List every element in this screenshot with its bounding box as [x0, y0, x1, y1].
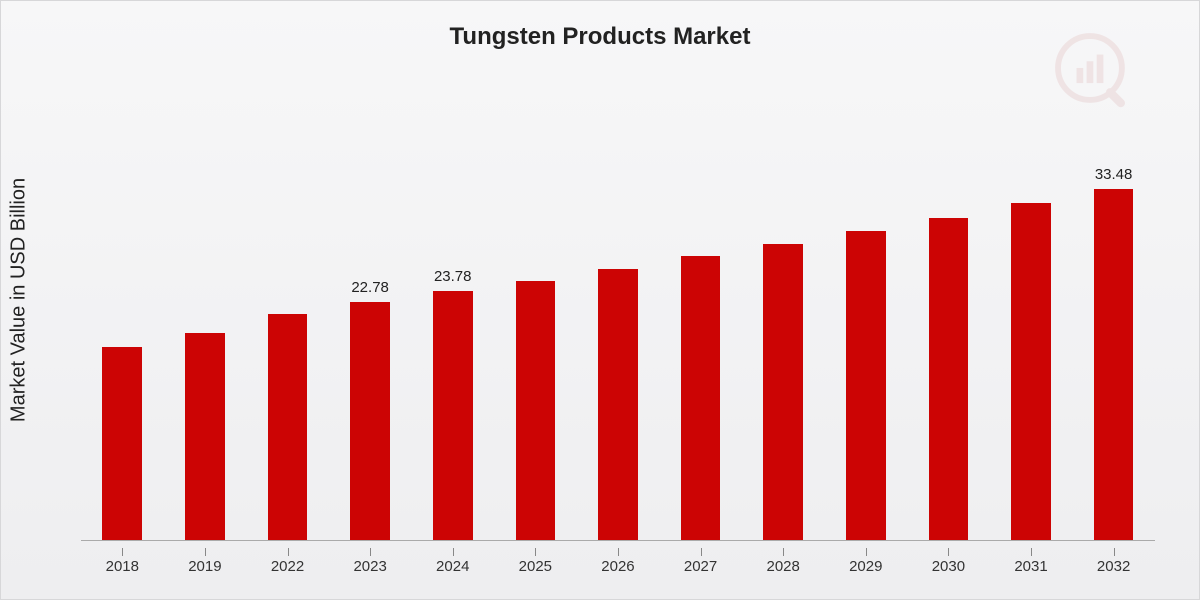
x-tick	[288, 548, 289, 556]
bar-slot	[742, 121, 825, 541]
x-tick-label: 2019	[164, 558, 247, 575]
bar	[763, 244, 803, 541]
x-tick	[122, 548, 123, 556]
watermark-logo-icon	[1053, 31, 1137, 115]
x-tick	[866, 548, 867, 556]
bar-slot	[246, 121, 329, 541]
bar	[433, 291, 473, 541]
x-tick-label: 2024	[411, 558, 494, 575]
x-tick	[453, 548, 454, 556]
x-tick	[1031, 548, 1032, 556]
x-axis-baseline	[81, 540, 1155, 541]
bar-slot: 22.78	[329, 121, 412, 541]
x-tick-label: 2025	[494, 558, 577, 575]
x-tick-label: 2028	[742, 558, 825, 575]
bar-slot	[81, 121, 164, 541]
bar-value-label: 22.78	[351, 279, 389, 296]
bar-slot	[907, 121, 990, 541]
bar-slot: 23.78	[411, 121, 494, 541]
bar	[268, 314, 308, 541]
bar	[598, 269, 638, 541]
bars-group: 22.78 23.78 33.48	[81, 121, 1155, 541]
x-tick	[370, 548, 371, 556]
x-tick-label: 2026	[577, 558, 660, 575]
x-tick-label: 2018	[81, 558, 164, 575]
x-tick	[205, 548, 206, 556]
bar	[1011, 203, 1051, 541]
y-axis-label: Market Value in USD Billion	[8, 178, 31, 422]
x-tick-label: 2023	[329, 558, 412, 575]
x-tick-label: 2027	[659, 558, 742, 575]
x-tick-label: 2031	[990, 558, 1073, 575]
bar-slot	[577, 121, 660, 541]
bar-value-label: 33.48	[1095, 166, 1133, 183]
x-tick-label: 2030	[907, 558, 990, 575]
x-axis-labels: 2018201920222023202420252026202720282029…	[81, 558, 1155, 575]
bar	[681, 256, 721, 541]
bar-value-label: 23.78	[434, 268, 472, 285]
x-tick-label: 2022	[246, 558, 329, 575]
bar	[516, 281, 556, 541]
bar	[350, 302, 390, 541]
plot-area: 22.78 23.78 33.48	[81, 121, 1155, 541]
bar-slot	[494, 121, 577, 541]
bar-slot: 33.48	[1072, 121, 1155, 541]
bar	[185, 333, 225, 541]
bar	[1094, 189, 1134, 541]
x-tick	[783, 548, 784, 556]
bar	[929, 218, 969, 541]
x-tick	[1114, 548, 1115, 556]
x-tick	[701, 548, 702, 556]
x-tick	[618, 548, 619, 556]
bar	[102, 347, 142, 541]
bar-slot	[990, 121, 1073, 541]
bar-slot	[659, 121, 742, 541]
bar	[846, 231, 886, 541]
x-tick-label: 2029	[824, 558, 907, 575]
bar-slot	[824, 121, 907, 541]
x-tick-label: 2032	[1072, 558, 1155, 575]
x-tick	[948, 548, 949, 556]
x-tick	[535, 548, 536, 556]
bar-slot	[164, 121, 247, 541]
chart-container: Tungsten Products Market Market Value in…	[0, 0, 1200, 600]
chart-title: Tungsten Products Market	[1, 23, 1199, 51]
